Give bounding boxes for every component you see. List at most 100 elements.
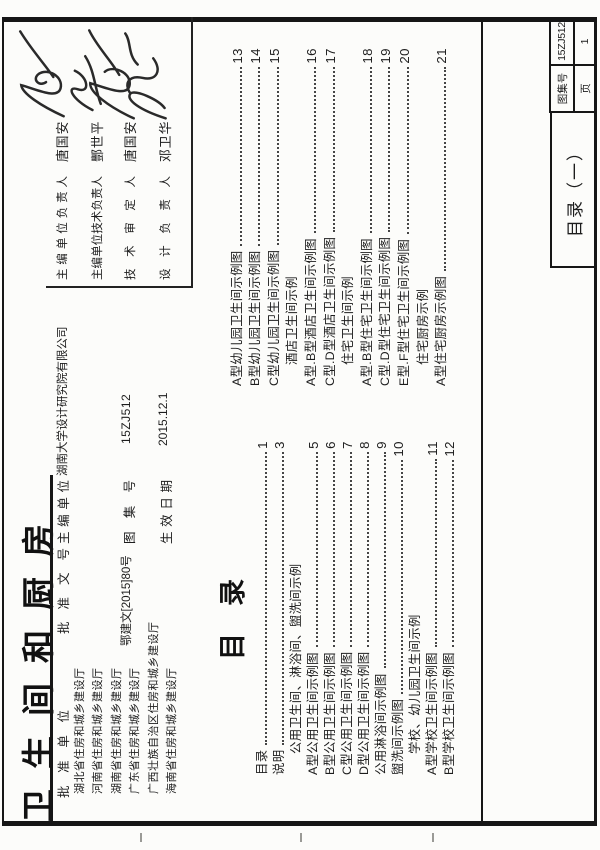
toc-entry-label: 盥洗间示例图 <box>391 698 405 775</box>
toc-leader-dots <box>333 451 335 648</box>
personnel-divider-horizontal <box>191 17 193 288</box>
toc-entry-label: A型公用卫生间示例图 <box>306 652 320 775</box>
approve-doc-number: 鄂建文[2015]80号 <box>121 555 133 646</box>
personnel-row: 设计负责人邓卫华 <box>155 121 174 280</box>
atlas-label-cell: 图集号 <box>556 72 569 105</box>
effective-date-value: 2015.12.1 <box>156 392 170 446</box>
sheet-name-box: 目录（一） <box>550 111 597 268</box>
approver-item: 河南省住房和城乡建设厅 <box>92 667 105 795</box>
toc-entry-label: B型学校卫生间示例图 <box>442 652 456 775</box>
toc-entry-row: C型.D型酒店卫生间示例图 17 <box>319 48 338 386</box>
personnel-divider-vertical <box>46 286 192 288</box>
personnel-row: 技术审定人唐国安 <box>120 121 139 280</box>
sheet-name: 目录（一） <box>566 142 585 237</box>
toc-leader-dots <box>258 66 261 246</box>
approve-doc-label: 批准文号 <box>57 548 71 634</box>
atlas-number-box: 图集号 15ZJ512 页 1 <box>549 17 597 113</box>
atlas-no-label: 图集号 <box>123 480 137 544</box>
toc-leader-dots <box>388 66 391 232</box>
toc-entry-row: B型学校卫生间示例图 12 <box>440 441 457 775</box>
toc-page-number: 6 <box>323 441 338 449</box>
approver-item: 湖南省住房和城乡建设厅 <box>110 667 123 795</box>
toc-entry-row: A型.B型酒店卫生间示例图 16 <box>300 48 319 386</box>
toc-entry-row: B型幼儿园卫生间示例图 14 <box>245 48 264 386</box>
personnel-role: 设计负责人 <box>159 176 172 280</box>
toc-entry-row: C型幼儿园卫生间示例图 15 <box>263 48 282 386</box>
personnel-role: 主编单位负责人 <box>56 176 69 280</box>
toc-entry-label: E型.F型住宅卫生间示例图 <box>396 238 411 386</box>
approver-item: 湖北省住房和城乡建设厅 <box>74 667 86 795</box>
trim-mark <box>300 833 302 842</box>
toc-entry-label: C型公用卫生间示例图 <box>340 651 354 775</box>
toc-entry-row: A型学校卫生间示例图 11 <box>423 441 440 775</box>
toc-leader-dots <box>282 451 284 745</box>
toc-page-number: 20 <box>396 48 412 64</box>
toc-page-number: 7 <box>340 441 355 449</box>
toc-entry-row: B型公用卫生间示例图 6 <box>321 441 338 775</box>
signature-scribble <box>70 54 102 112</box>
atlas-value-cell: 15ZJ512 <box>551 19 573 66</box>
page-label-cell: 页 <box>573 66 595 111</box>
toc-entry-label: B型公用卫生间示例图 <box>323 652 337 775</box>
toc-section-row: 酒店卫生间示例 <box>282 48 301 386</box>
approver-item: 广西壮族自治区住房和城乡建设厅 <box>147 621 160 795</box>
toc-page-number: 21 <box>434 48 450 64</box>
chief-editor-name: 湖南大学设计研究院有限公司 <box>57 326 69 477</box>
toc-entry-row: 说明 3 <box>270 441 287 775</box>
toc-entry-label: B型幼儿园卫生间示例图 <box>248 250 263 386</box>
toc-leader-dots <box>444 66 447 271</box>
toc-leader-dots <box>332 66 335 232</box>
personnel-role: 主编单位技术负责人 <box>91 176 104 280</box>
toc-entry-label: A型.B型住宅卫生间示例图 <box>359 238 374 386</box>
toc-leader-dots <box>367 451 369 647</box>
toc-entry-label: 公用淋浴间示例图 <box>374 673 388 775</box>
toc-entry-label: 酒店卫生间示例 <box>285 276 300 365</box>
toc-entry-row: C型.D型住宅卫生间示例图 19 <box>375 48 394 386</box>
toc-leader-dots <box>276 66 279 245</box>
approver-item: 广东省住房和城乡建设厅 <box>129 667 142 795</box>
toc-entry-label: 说明 <box>272 749 286 775</box>
toc-column-1: 目录 1 说明 3 公用卫生间、淋浴间、盥洗间示例 A型公用卫生间示例图 5 B型公用卫生间示… <box>253 441 457 775</box>
toc-section-row: 住宅卫生间示例 <box>338 48 357 386</box>
approve-unit-label: 批准单位 <box>57 710 71 798</box>
approver-list: 湖北省住房和城乡建设厅 河南省住房和城乡建设厅 湖南省住房和城乡建设厅 广东省住房和城… <box>71 622 181 795</box>
toc-page-number: 1 <box>255 441 270 449</box>
toc-entry-row: C型公用卫生间示例图 7 <box>338 441 355 775</box>
toc-page-number: 15 <box>266 48 282 64</box>
toc-section-row: 公用卫生间、淋浴间、盥洗间示例 <box>287 441 304 775</box>
toc-entry-label: 公用卫生间、淋浴间、盥洗间示例 <box>289 563 303 754</box>
toc-page-number: 12 <box>442 441 457 457</box>
toc-page-number: 19 <box>378 48 394 64</box>
toc-entry-row: D型公用卫生间示例图 8 <box>355 441 372 775</box>
toc-entry-label: 目录 <box>255 749 269 775</box>
toc-leader-dots <box>384 451 386 669</box>
toc-entry-label: 住宅卫生间示例 <box>341 276 356 365</box>
signature-scribble <box>88 29 135 120</box>
toc-leader-dots <box>369 66 372 234</box>
toc-entry-row: E型.F型住宅卫生间示例图 20 <box>393 48 412 386</box>
toc-leader-dots <box>239 66 242 246</box>
toc-entry-row: A型公用卫生间示例图 5 <box>304 441 321 775</box>
toc-page-number: 5 <box>306 441 321 449</box>
toc-page-number: 9 <box>374 441 389 449</box>
chief-editor-label: 主编单位 <box>57 480 71 544</box>
toc-entry-row: A型幼儿园卫生间示例图 13 <box>226 48 245 386</box>
toc-entry-label: A型住宅厨房示例图 <box>434 275 449 386</box>
toc-leader-dots <box>452 459 454 648</box>
toc-leader-dots <box>406 66 409 234</box>
toc-page-number: 16 <box>303 48 319 64</box>
toc-page-number: 14 <box>248 48 264 64</box>
signature-scribble <box>124 32 167 120</box>
toc-section-row: 学校、幼儿园卫生间示例 <box>406 441 423 775</box>
toc-leader-dots <box>316 451 318 648</box>
signature-scribble <box>18 30 65 118</box>
toc-column-2: A型幼儿园卫生间示例图 13 B型幼儿园卫生间示例图 14 C型幼儿园卫生间示例图 15 酒… <box>226 48 450 386</box>
personnel-row: 主编单位技术负责人酆世平 <box>87 121 106 280</box>
toc-page-number: 13 <box>229 48 245 64</box>
toc-leader-dots <box>401 459 403 694</box>
toc-entry-row: 公用淋浴间示例图 9 <box>372 441 389 775</box>
toc-entry-label: A型幼儿园卫生间示例图 <box>229 250 244 386</box>
toc-section-row: 住宅厨房示例 <box>412 48 431 386</box>
